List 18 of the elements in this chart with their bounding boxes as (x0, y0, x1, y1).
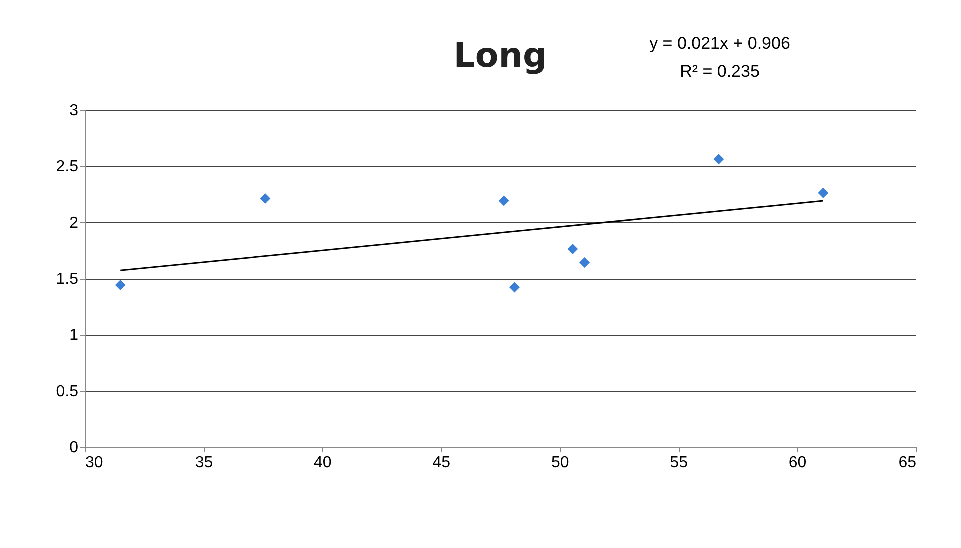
y-tick-label: 3 (70, 102, 79, 120)
y-tick-label: 0.5 (56, 383, 79, 400)
y-tick-label: 2.5 (56, 158, 79, 176)
text: y = 0.021x + 0.906 (648, 33, 792, 55)
x-tick-label: 55 (670, 454, 688, 472)
x-tick-label: 30 (86, 454, 104, 472)
x-tick-label: 40 (314, 454, 332, 472)
y-tick-label: 1 (70, 327, 79, 344)
x-tick-label: 60 (788, 454, 807, 472)
x-tick-label: 35 (195, 454, 214, 472)
x-tick-label: 65 (898, 454, 917, 472)
y-tick-label: 1.5 (56, 271, 79, 288)
x-tick-label: 50 (551, 454, 570, 472)
chart-title: Long (454, 36, 548, 76)
y-tick-label: 2 (70, 214, 79, 232)
text: R² = 0.235 (679, 61, 761, 83)
x-tick-label: 45 (432, 454, 451, 472)
y-tick-label: 0 (70, 440, 79, 456)
